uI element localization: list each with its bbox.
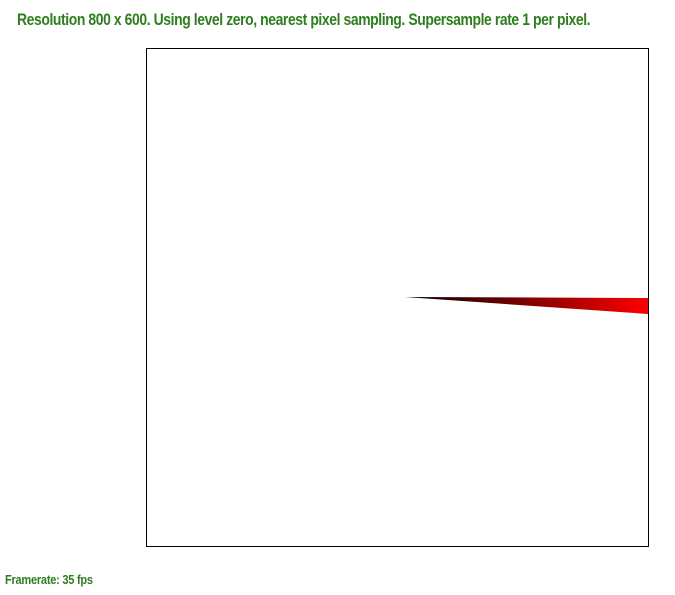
rendered-scene: [405, 297, 648, 314]
render-status-text: Resolution 800 x 600. Using level zero, …: [17, 10, 591, 29]
rasterized-triangle: [405, 297, 648, 314]
render-viewport[interactable]: [146, 48, 649, 547]
framerate-text: Framerate: 35 fps: [5, 572, 93, 587]
